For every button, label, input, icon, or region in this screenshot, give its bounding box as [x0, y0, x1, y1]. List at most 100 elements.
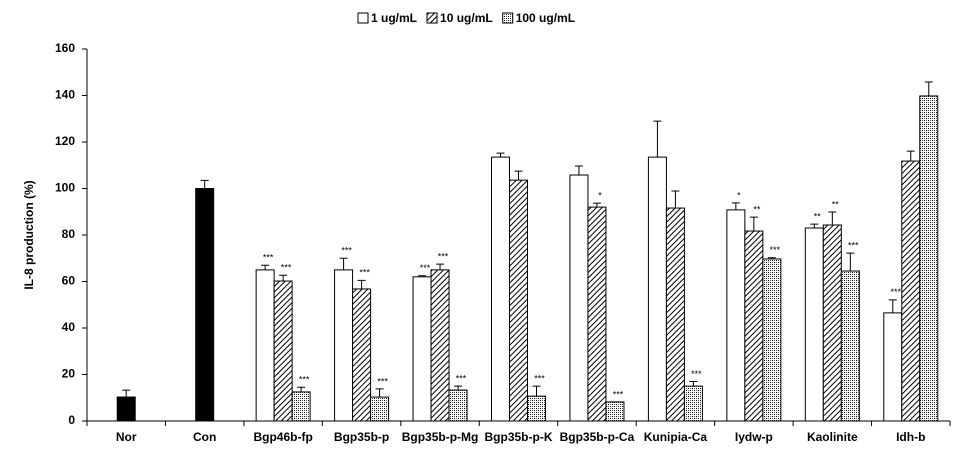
error-bar	[454, 385, 463, 391]
bar	[726, 209, 746, 422]
x-tick-label: Bgp35b-p-Ca	[560, 430, 635, 444]
error-bar	[122, 389, 131, 398]
error-bar	[532, 385, 541, 397]
bar	[370, 396, 390, 422]
y-tick-label: 60	[62, 274, 76, 288]
significance-label: ***	[691, 369, 702, 379]
legend-label: 10 ug/mL	[440, 11, 493, 25]
y-tick-label: 140	[55, 88, 75, 102]
error-bar	[496, 152, 505, 158]
bar	[430, 269, 450, 422]
x-tick-label: Bgp35b-p-Mg	[402, 430, 479, 444]
bar	[804, 227, 824, 422]
y-tick-label: 20	[62, 367, 76, 381]
bar	[683, 385, 703, 422]
bar	[762, 258, 782, 422]
legend-swatch	[357, 12, 369, 24]
error-bar	[418, 275, 427, 277]
bar	[744, 230, 764, 422]
y-tick-label: 0	[68, 413, 75, 427]
error-bar	[828, 211, 837, 226]
significance-label: ***	[613, 389, 624, 399]
x-tick-label: Bgp46b-fp	[253, 430, 312, 444]
legend-label: 100 ug/mL	[516, 11, 575, 25]
bar	[291, 391, 311, 422]
x-tick-label: Kunipia-Ca	[644, 430, 708, 444]
significance-label: ***	[438, 251, 449, 261]
bar	[334, 269, 354, 422]
x-tick-label: Bgp35b-p-K	[485, 430, 553, 444]
x-tick-label: Idh-b	[896, 430, 925, 444]
bar	[116, 396, 136, 422]
significance-label: **	[814, 211, 822, 221]
significance-label: *	[737, 190, 741, 200]
x-tick-label: Iydw-p	[735, 430, 773, 444]
bar	[509, 179, 528, 422]
significance-label: **	[832, 199, 840, 209]
error-bar	[924, 81, 933, 96]
significance-label: **	[753, 204, 761, 214]
y-tick-label: 40	[62, 320, 76, 334]
error-bar	[689, 380, 698, 387]
error-bar	[297, 386, 306, 392]
error-bar	[846, 252, 855, 272]
bar	[919, 95, 939, 422]
y-tick-label: 120	[55, 134, 75, 148]
error-bar	[592, 202, 601, 208]
significance-label: ***	[770, 245, 781, 255]
bar	[605, 401, 625, 422]
bar	[647, 156, 667, 422]
bar	[412, 276, 432, 422]
y-axis-title: IL-8 production (%)	[22, 180, 36, 289]
error-bar	[906, 150, 915, 162]
bar	[352, 288, 372, 422]
significance-label: ***	[341, 246, 352, 256]
significance-label: ***	[420, 263, 431, 273]
error-bar	[357, 279, 366, 289]
error-bar	[200, 179, 209, 189]
bar	[901, 160, 921, 422]
error-bar	[261, 264, 270, 270]
bar	[273, 280, 293, 422]
error-bar	[574, 165, 583, 176]
y-tick-label: 160	[55, 41, 75, 55]
significance-label: ***	[848, 241, 859, 251]
error-bar	[810, 223, 819, 229]
bar	[491, 156, 510, 422]
bar	[195, 188, 215, 422]
error-bar	[339, 257, 348, 270]
error-bar	[749, 216, 758, 232]
error-bar	[888, 299, 897, 313]
error-bar	[436, 263, 445, 270]
significance-label: ***	[359, 268, 370, 278]
bar	[883, 312, 903, 422]
legend-swatch	[502, 12, 514, 24]
error-bar	[653, 120, 662, 158]
error-bar	[279, 274, 288, 282]
significance-label: ***	[299, 375, 310, 385]
bar	[527, 395, 546, 422]
significance-label: *	[598, 191, 602, 201]
bar	[822, 224, 842, 422]
error-bar	[731, 202, 740, 210]
bar	[665, 207, 685, 422]
legend-label: 1 ug/mL	[371, 11, 417, 25]
bar	[255, 269, 275, 422]
x-tick-label: Nor	[116, 430, 137, 444]
error-bar	[375, 388, 384, 398]
significance-label: ***	[891, 287, 902, 297]
error-bar	[514, 170, 523, 181]
y-tick-label: 80	[62, 227, 76, 241]
significance-label: ***	[534, 374, 545, 384]
bar	[840, 270, 860, 422]
x-tick-label: Bgp35b-p	[334, 430, 389, 444]
bar	[569, 174, 589, 422]
legend-swatch	[426, 12, 438, 24]
x-tick-label: Kaolinite	[807, 430, 858, 444]
significance-label: ***	[263, 253, 274, 263]
significance-label: ***	[281, 263, 292, 273]
error-bar	[767, 257, 776, 259]
x-tick-label: Con	[193, 430, 216, 444]
significance-label: ***	[377, 376, 388, 386]
